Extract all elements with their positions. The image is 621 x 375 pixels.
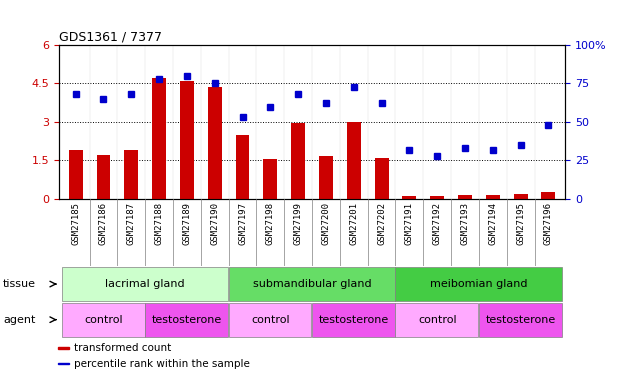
Text: testosterone: testosterone <box>152 315 222 325</box>
Text: testosterone: testosterone <box>486 315 556 325</box>
Text: meibomian gland: meibomian gland <box>430 279 528 289</box>
Bar <box>96 155 111 199</box>
Text: control: control <box>418 315 456 325</box>
Text: agent: agent <box>3 315 35 325</box>
Bar <box>152 78 166 199</box>
Bar <box>235 135 250 199</box>
Text: GSM27192: GSM27192 <box>433 202 442 245</box>
Bar <box>542 192 555 199</box>
Bar <box>61 303 145 337</box>
Bar <box>347 122 361 199</box>
Bar <box>319 156 333 199</box>
Text: control: control <box>84 315 123 325</box>
Bar <box>58 347 69 349</box>
Text: GSM27200: GSM27200 <box>322 202 330 245</box>
Bar <box>61 267 228 301</box>
Bar <box>263 159 278 199</box>
Text: GSM27187: GSM27187 <box>127 202 136 245</box>
Bar <box>208 87 222 199</box>
Bar <box>486 195 500 199</box>
Text: GSM27189: GSM27189 <box>183 202 191 245</box>
Bar <box>291 123 305 199</box>
Text: GDS1361 / 7377: GDS1361 / 7377 <box>59 30 162 43</box>
Bar <box>229 303 312 337</box>
Bar <box>124 150 138 199</box>
Bar <box>396 303 478 337</box>
Bar <box>396 267 562 301</box>
Bar <box>458 195 472 199</box>
Text: GSM27202: GSM27202 <box>377 202 386 245</box>
Text: GSM27190: GSM27190 <box>211 202 219 245</box>
Bar <box>180 81 194 199</box>
Bar <box>479 303 562 337</box>
Text: percentile rank within the sample: percentile rank within the sample <box>74 359 250 369</box>
Bar <box>514 194 528 199</box>
Text: GSM27201: GSM27201 <box>349 202 358 245</box>
Text: GSM27198: GSM27198 <box>266 202 275 245</box>
Text: GSM27195: GSM27195 <box>516 202 525 245</box>
Text: transformed count: transformed count <box>74 343 171 353</box>
Bar <box>229 267 395 301</box>
Text: tissue: tissue <box>3 279 36 289</box>
Text: control: control <box>251 315 289 325</box>
Text: GSM27188: GSM27188 <box>155 202 163 245</box>
Text: GSM27191: GSM27191 <box>405 202 414 245</box>
Text: GSM27194: GSM27194 <box>488 202 497 245</box>
Text: GSM27193: GSM27193 <box>461 202 469 245</box>
Text: lacrimal gland: lacrimal gland <box>106 279 185 289</box>
Text: GSM27185: GSM27185 <box>71 202 80 245</box>
Bar <box>312 303 395 337</box>
Text: GSM27196: GSM27196 <box>544 202 553 245</box>
Text: submandibular gland: submandibular gland <box>253 279 371 289</box>
Bar <box>145 303 228 337</box>
Text: GSM27186: GSM27186 <box>99 202 108 245</box>
Bar <box>430 196 444 199</box>
Bar <box>374 158 389 199</box>
Bar <box>402 196 416 199</box>
Text: GSM27197: GSM27197 <box>238 202 247 245</box>
Text: GSM27199: GSM27199 <box>294 202 302 245</box>
Bar <box>69 150 83 199</box>
Text: testosterone: testosterone <box>319 315 389 325</box>
Bar <box>58 363 69 364</box>
